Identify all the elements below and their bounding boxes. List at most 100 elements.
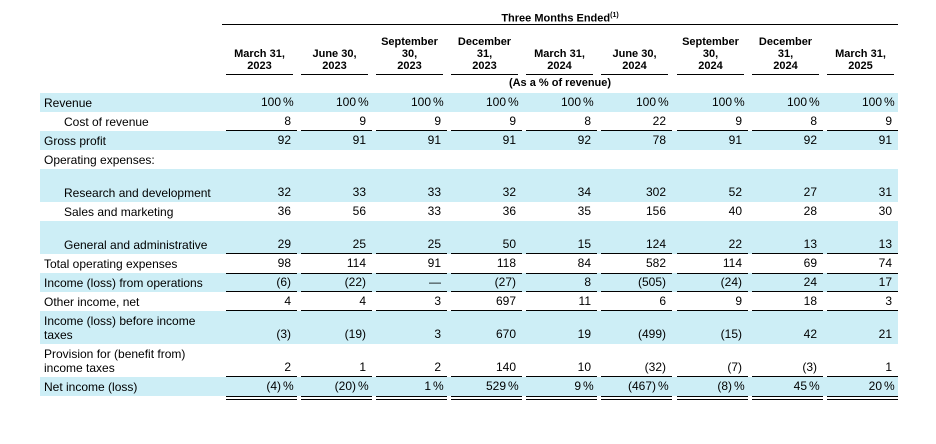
table-cell: 9 [673, 294, 748, 311]
row-label: Other income, net [44, 295, 140, 309]
table-cell: 34 [522, 185, 597, 200]
cell-value: (7) [727, 360, 742, 374]
row-label: Income (loss) before income taxes [44, 314, 196, 342]
table-cell: 40 [673, 204, 748, 219]
percent-sign: % [658, 95, 669, 109]
table-cell: (467)% [597, 379, 672, 400]
percent-sign: % [734, 379, 745, 393]
table-cell: (24) [673, 273, 748, 292]
cell-value: 91 [352, 133, 366, 147]
row-label: Operating expenses: [44, 153, 155, 167]
table-cell: 8 [748, 114, 823, 131]
table-row: Sales and marketing 36 56 33 36 35 156 40 28 30 [40, 202, 898, 221]
table-cell: 4 [297, 294, 372, 311]
cell-value: 100 [786, 95, 807, 109]
table-cell: 8 [522, 273, 597, 292]
table-row: Gross profit 92 91 91 91 92 78 91 92 91 [40, 131, 898, 150]
table-cell: 4 [222, 294, 297, 311]
percent-sign: % [283, 95, 294, 109]
percent-sign: % [358, 379, 369, 393]
row-label: Total operating expenses [44, 257, 178, 271]
cell-value: 42 [803, 327, 817, 341]
table-cell: 100% [597, 95, 672, 110]
cell-value: (19) [344, 327, 366, 341]
table-cell: 8 [222, 114, 297, 131]
table-cell: 9 [447, 114, 522, 131]
table-cell: 28 [748, 204, 823, 219]
table-cell: 92 [748, 133, 823, 148]
cell-value: 36 [277, 204, 291, 218]
percent-sign: % [809, 95, 820, 109]
table-cell: 91 [447, 133, 522, 148]
table-cell: (27) [447, 273, 522, 292]
table-cell: 56 [297, 204, 372, 219]
table-cell: 52 [673, 185, 748, 200]
table-cell: 17 [823, 273, 898, 292]
table-cell: (499) [597, 327, 672, 342]
cell-value: 114 [722, 256, 742, 270]
table-cell: 92 [522, 133, 597, 148]
table-cell: (505) [597, 273, 672, 292]
table-cell: 100% [297, 95, 372, 110]
table-cell: 29 [222, 237, 297, 254]
table-cell: 9 [823, 114, 898, 131]
table-row: Total operating expenses 98 114 91 118 84 582 1… [40, 254, 898, 273]
cell-value: 100 [485, 95, 506, 109]
cell-value: 50 [502, 237, 516, 251]
cell-value: (27) [494, 275, 516, 289]
cell-value: 6 [659, 294, 666, 308]
table-cell: 18 [748, 294, 823, 311]
cell-value: (20) [334, 379, 356, 393]
cell-value: 25 [352, 237, 366, 251]
table-cell: 140 [447, 360, 522, 377]
table-cell: 20% [823, 379, 898, 400]
table-cell: 582 [597, 256, 672, 271]
table-cell: 1 [297, 360, 372, 377]
cell-value: 9 [434, 114, 441, 128]
table-cell: 10 [522, 360, 597, 377]
table-cell: 69 [748, 256, 823, 271]
table-cell: 100% [748, 95, 823, 110]
cell-value: 8 [584, 114, 591, 128]
table-row: Revenue 100% 100% 100% 100% 100% 100% 100% 100% 1… [40, 93, 898, 112]
table-cell: (22) [297, 273, 372, 292]
percent-sign: % [658, 379, 669, 393]
table-cell: 13 [748, 237, 823, 254]
cell-value: 92 [577, 133, 591, 147]
cell-value: 91 [427, 133, 441, 147]
cell-value: 33 [427, 204, 441, 218]
cell-value: 4 [284, 294, 291, 308]
table-cell: 91 [372, 133, 447, 148]
row-label: Sales and marketing [64, 205, 174, 219]
cell-value: 29 [277, 237, 291, 251]
cell-value: 28 [803, 204, 817, 218]
cell-value: (505) [637, 275, 666, 289]
column-header: December 31, 2024 [748, 27, 823, 75]
cell-value: 670 [495, 327, 516, 341]
table-cell: 25 [372, 237, 447, 254]
column-header: June 30, 2023 [297, 27, 372, 75]
cell-value: 78 [652, 133, 666, 147]
cell-value: 91 [728, 133, 742, 147]
cell-value: 2 [284, 360, 291, 374]
cell-value: 9 [735, 114, 742, 128]
cell-value: 32 [277, 185, 291, 199]
table-cell: 1% [372, 379, 447, 400]
cell-value: 34 [577, 185, 591, 199]
cell-value: (3) [276, 327, 291, 341]
cell-value: (4) [266, 379, 281, 393]
cell-value: 1 [885, 360, 892, 374]
table-cell: 1 [823, 360, 898, 377]
cell-value: (32) [644, 360, 666, 374]
cell-value: 27 [803, 185, 817, 199]
table-cell: 33 [297, 185, 372, 200]
table-row: General and administrative 29 25 25 50 15 124 2… [40, 221, 898, 254]
table-cell: 84 [522, 256, 597, 271]
table-cell: (3) [222, 327, 297, 342]
cell-value: 91 [502, 133, 516, 147]
table-cell: 91 [673, 133, 748, 148]
table-cell: 31 [823, 185, 898, 200]
super-title: Three Months Ended [501, 12, 611, 25]
table-cell: 33 [372, 185, 447, 200]
